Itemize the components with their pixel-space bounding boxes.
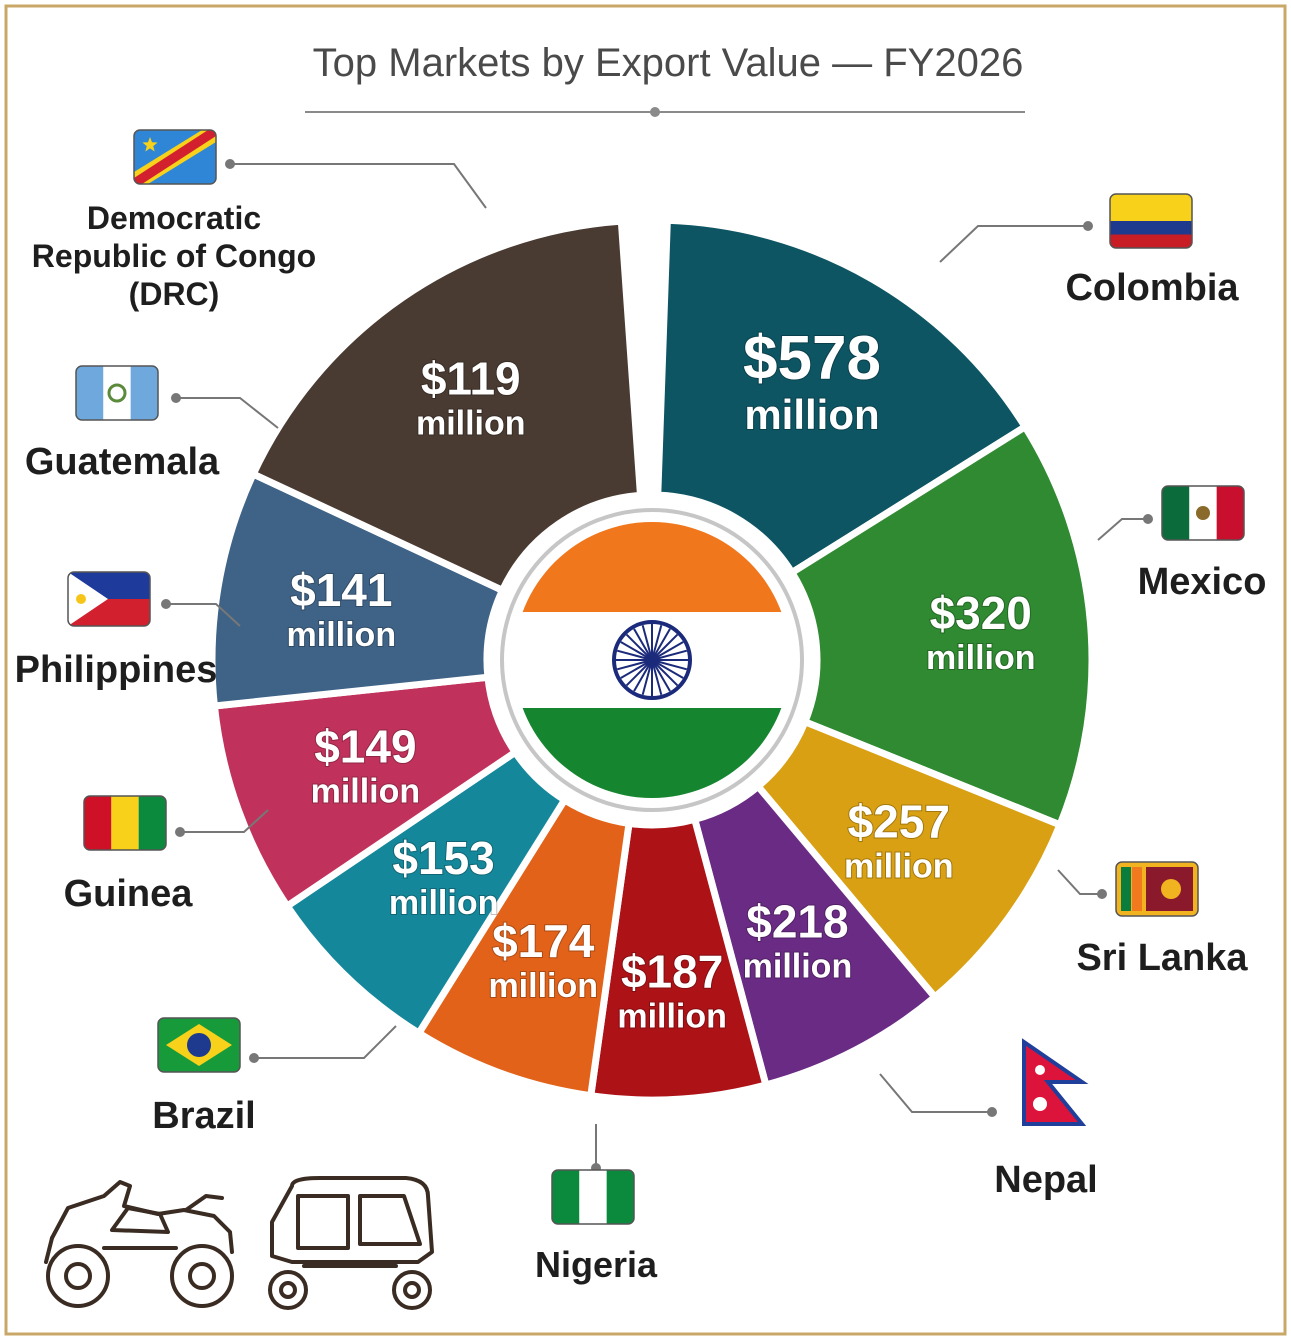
atv-icon bbox=[44, 1180, 234, 1308]
country-label: Colombia bbox=[1065, 267, 1239, 309]
country-label: Nepal bbox=[994, 1159, 1097, 1201]
guinea-flag bbox=[83, 795, 167, 851]
leader-line bbox=[176, 397, 279, 429]
slice-value: $141 bbox=[290, 564, 392, 616]
leader-dot bbox=[175, 827, 185, 837]
philippines-flag bbox=[67, 571, 151, 627]
slice-unit: million bbox=[416, 404, 526, 442]
slice-value: $153 bbox=[392, 832, 494, 884]
brazil-flag bbox=[157, 1017, 241, 1073]
slice-value: $149 bbox=[314, 720, 416, 772]
slice-guatemala bbox=[208, 470, 506, 710]
slice-colombia bbox=[654, 216, 1029, 577]
leader-line bbox=[1097, 518, 1148, 541]
drc-flag bbox=[133, 129, 217, 185]
slice-unit: million bbox=[844, 847, 954, 885]
slice-unit: million bbox=[311, 772, 421, 810]
leader-dot bbox=[987, 1107, 997, 1117]
leader-dot bbox=[161, 599, 171, 609]
slice-value: $257 bbox=[848, 795, 950, 847]
center-medallion bbox=[492, 500, 812, 820]
slice-value: $578 bbox=[743, 324, 881, 393]
sri-lanka-flag bbox=[1115, 861, 1199, 917]
leader-dot bbox=[1097, 889, 1107, 899]
leader-dot bbox=[1143, 514, 1153, 524]
country-label: Brazil bbox=[152, 1095, 255, 1137]
leader-dot bbox=[249, 1053, 259, 1063]
country-label: Democratic bbox=[87, 200, 261, 236]
slice-unit: million bbox=[743, 947, 853, 985]
ashoka-chakra-icon bbox=[612, 620, 692, 700]
slice-philippines bbox=[210, 673, 519, 910]
slice-sri-lanka bbox=[754, 718, 1064, 1001]
mexico-flag bbox=[1161, 485, 1245, 541]
labels-layer: Colombia Mexico Sri Lanka Nepal Nigeria Brazi… bbox=[15, 200, 1267, 1285]
slice-value: $187 bbox=[621, 945, 723, 997]
leader-line bbox=[879, 1073, 992, 1113]
country-label: Nigeria bbox=[535, 1244, 658, 1285]
leader-line bbox=[166, 603, 241, 627]
slice-unit: million bbox=[389, 884, 499, 922]
leader-line bbox=[939, 225, 1088, 263]
auto-rickshaw-icon bbox=[268, 1176, 434, 1310]
leader-dot bbox=[1083, 221, 1093, 231]
country-label: Republic of Congo bbox=[32, 238, 316, 274]
chart-title: Top Markets by Export Value — FY2026 bbox=[313, 41, 1024, 85]
country-label: Sri Lanka bbox=[1076, 937, 1248, 979]
nigeria-flag bbox=[551, 1169, 635, 1225]
page-frame bbox=[4, 4, 1287, 1336]
leader-line bbox=[230, 163, 487, 209]
slice-value: $174 bbox=[492, 915, 595, 967]
slice-value: $320 bbox=[930, 587, 1032, 639]
values-layer: $578million$320million$257million$218mil… bbox=[286, 323, 1037, 1037]
leader-line bbox=[254, 1025, 397, 1059]
leader-line bbox=[180, 809, 269, 833]
country-label: Guatemala bbox=[25, 441, 220, 483]
flags-layer bbox=[67, 129, 1245, 1225]
leader-dot bbox=[225, 159, 235, 169]
slice-drc bbox=[249, 217, 644, 594]
slice-unit: million bbox=[926, 639, 1036, 677]
slice-value: $119 bbox=[421, 352, 521, 404]
leader-dot bbox=[171, 393, 181, 403]
slice-unit: million bbox=[488, 967, 598, 1005]
country-label: Philippines bbox=[15, 649, 218, 691]
title-rule-dot bbox=[650, 107, 660, 117]
country-label: (DRC) bbox=[129, 276, 220, 312]
country-label: Mexico bbox=[1138, 561, 1267, 603]
slice-unit: million bbox=[287, 616, 397, 654]
slice-value: $218 bbox=[746, 895, 848, 947]
guatemala-flag bbox=[75, 365, 159, 421]
country-label: Guinea bbox=[64, 873, 194, 915]
slice-mexico bbox=[788, 423, 1096, 829]
slice-unit: million bbox=[744, 391, 879, 438]
colombia-flag bbox=[1109, 193, 1193, 249]
nepal-flag bbox=[1022, 1038, 1089, 1126]
slices-layer bbox=[208, 216, 1096, 1104]
leader-line bbox=[1057, 869, 1102, 895]
slice-unit: million bbox=[617, 997, 727, 1035]
